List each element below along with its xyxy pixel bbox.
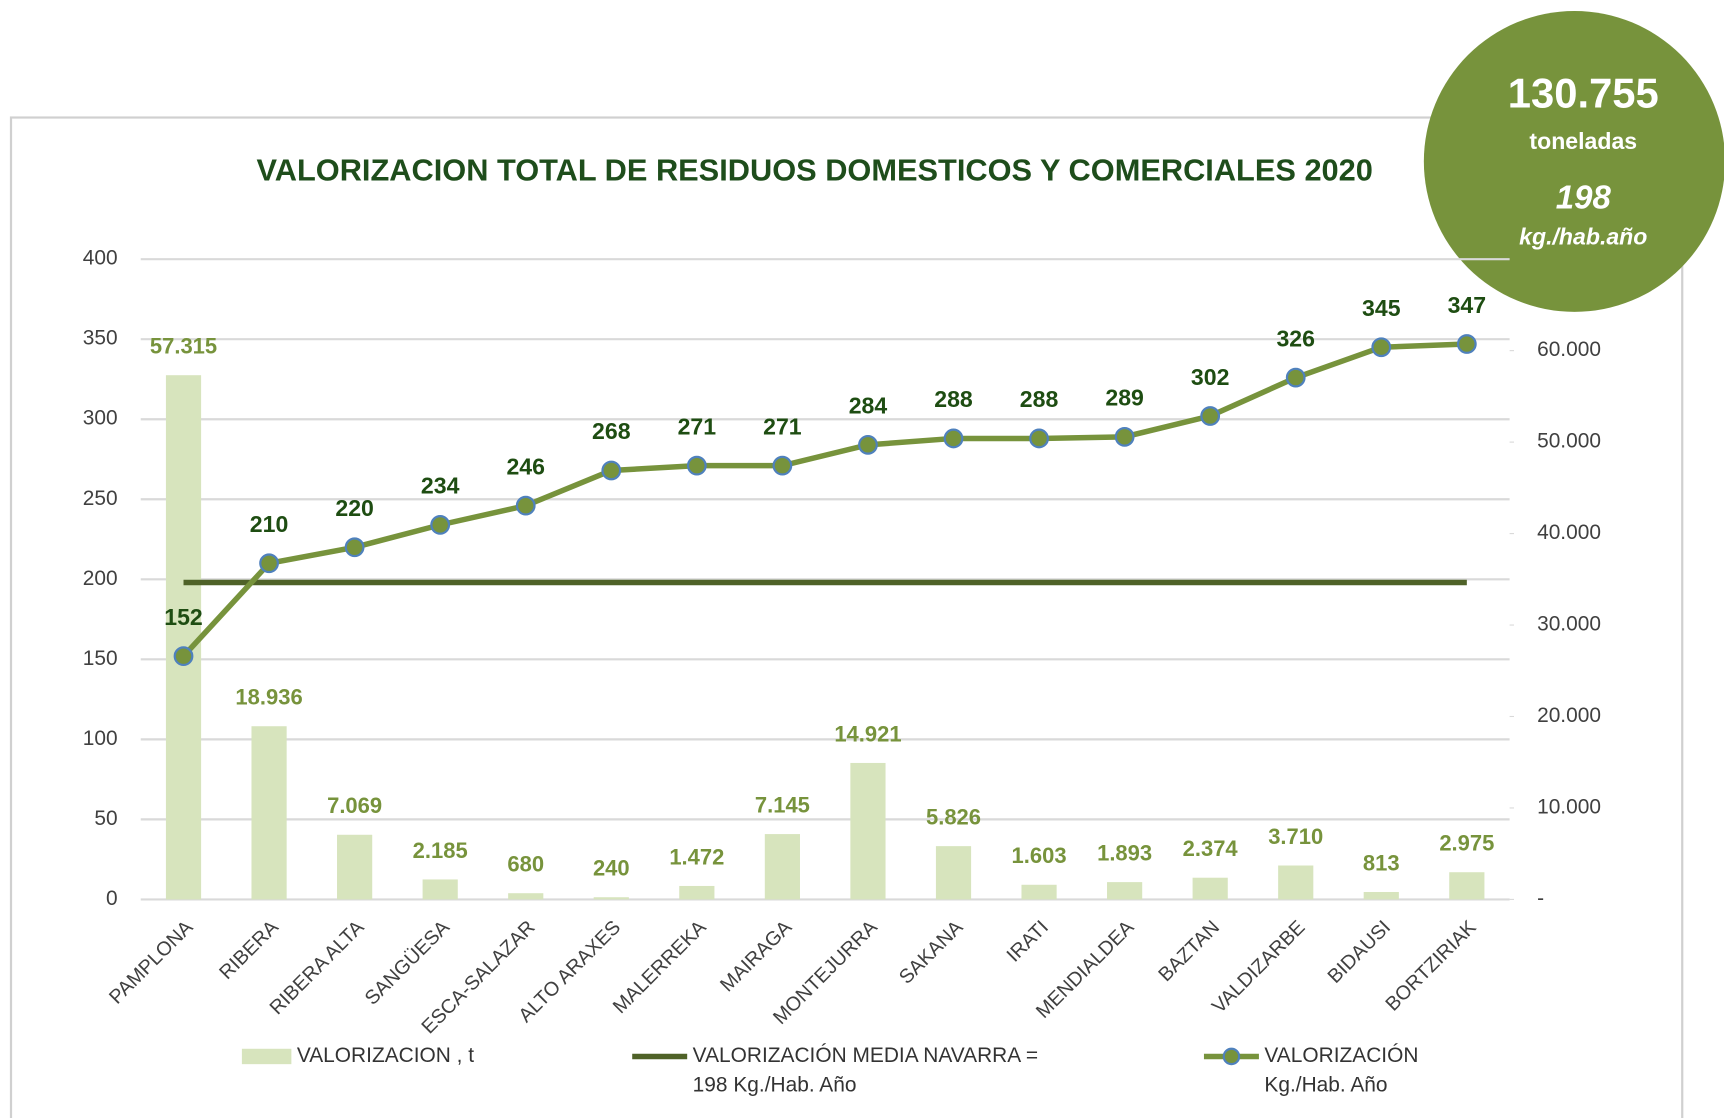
marker xyxy=(1114,426,1135,447)
bar-value-label: 7.145 xyxy=(755,792,810,817)
marker xyxy=(1285,367,1306,388)
point-value-label: 347 xyxy=(1448,292,1487,318)
marker xyxy=(259,553,279,574)
point-value-label: 152 xyxy=(164,604,203,630)
bar-value-label: 5.826 xyxy=(926,804,981,829)
bar xyxy=(1363,891,1399,900)
bar-value-label: 57.315 xyxy=(150,334,217,359)
y-tick-label: 350 xyxy=(83,327,118,350)
marker xyxy=(515,495,536,516)
marker xyxy=(1029,428,1049,449)
badge-per-capita-unit: kg./hab.año xyxy=(1519,223,1647,249)
marker xyxy=(686,455,707,476)
y-tick-label: 0 xyxy=(106,887,118,910)
chart-frame xyxy=(9,116,1684,1118)
bar-value-label: 680 xyxy=(507,852,544,877)
y2-tick-label: 50.000 xyxy=(1537,430,1601,453)
badge xyxy=(1423,11,1724,312)
marker xyxy=(601,460,622,481)
bar-value-label: 14.921 xyxy=(834,721,901,746)
point-value-label: 246 xyxy=(506,453,545,479)
point-value-label: 268 xyxy=(592,418,631,444)
bar xyxy=(1021,884,1057,900)
bar-value-label: 1.472 xyxy=(669,844,724,869)
legend-label: VALORIZACIÓN MEDIA NAVARRA = 198 Kg./Hab… xyxy=(692,1044,1039,1098)
badge-per-capita: 198 xyxy=(1556,179,1612,216)
bar xyxy=(850,762,886,900)
line xyxy=(181,341,1467,658)
y2-tick-label: 40.000 xyxy=(1537,521,1601,544)
marker xyxy=(1456,334,1477,354)
bar-value-label: 1.603 xyxy=(1012,843,1067,868)
bar xyxy=(679,885,715,900)
point-value-label: 271 xyxy=(678,413,717,439)
bar xyxy=(165,375,202,900)
bar xyxy=(251,726,287,900)
bar xyxy=(935,846,972,900)
bar-value-label: 18.936 xyxy=(235,685,302,710)
point-value-label: 289 xyxy=(1105,385,1144,411)
point-value-label: 271 xyxy=(763,413,802,439)
bar-value-label: 2.374 xyxy=(1183,836,1239,861)
marker xyxy=(858,434,878,455)
bar xyxy=(422,879,458,900)
bar xyxy=(337,834,373,900)
point-value-label: 234 xyxy=(421,473,460,499)
bar-value-label: 1.893 xyxy=(1097,840,1152,865)
bar xyxy=(764,834,800,900)
bar xyxy=(1278,865,1314,900)
legend-label: VALORIZACION , t xyxy=(296,1044,475,1068)
marker xyxy=(943,428,964,449)
point-value-label: 326 xyxy=(1276,325,1315,351)
bar xyxy=(508,893,544,900)
bar-value-label: 2.975 xyxy=(1439,831,1494,856)
point-value-label: 345 xyxy=(1362,295,1401,321)
point-value-label: 220 xyxy=(335,495,374,521)
y-tick-label: 300 xyxy=(83,407,118,430)
legend-label: VALORIZACIÓN Kg./Hab. Año xyxy=(1264,1044,1419,1098)
badge-total: 130.755 xyxy=(1508,70,1659,117)
legend-marker xyxy=(1222,1047,1241,1066)
marker xyxy=(173,646,194,667)
y-tick-label: 150 xyxy=(83,647,118,670)
bar-value-label: 813 xyxy=(1363,850,1400,875)
marker xyxy=(1200,406,1221,426)
bar xyxy=(1449,872,1485,900)
bar xyxy=(593,897,629,900)
point-value-label: 284 xyxy=(849,393,888,419)
badge-unit: toneladas xyxy=(1529,128,1637,154)
y2-tick-label: 10.000 xyxy=(1537,795,1601,818)
y-tick-label: 100 xyxy=(83,727,118,750)
marker xyxy=(344,537,365,558)
bar-value-label: 240 xyxy=(593,856,630,881)
bar-value-label: 7.069 xyxy=(327,793,382,818)
y2-tick-label: 20.000 xyxy=(1537,704,1601,727)
y2-tick-label: - xyxy=(1537,887,1544,910)
bar xyxy=(1192,877,1228,900)
point-value-label: 288 xyxy=(934,386,973,412)
point-value-label: 302 xyxy=(1191,364,1230,390)
y-tick-label: 50 xyxy=(94,807,117,830)
point-value-label: 210 xyxy=(250,511,289,537)
bar-value-label: 2.185 xyxy=(413,838,468,863)
y2-tick-label: 30.000 xyxy=(1537,613,1601,636)
point-value-label: 288 xyxy=(1020,386,1059,412)
y2-tick-label: 60.000 xyxy=(1537,338,1601,361)
marker xyxy=(430,514,451,535)
marker xyxy=(1371,337,1392,358)
chart-title: VALORIZACION TOTAL DE RESIDUOS DOMESTICO… xyxy=(257,153,1373,188)
y-tick-label: 200 xyxy=(83,567,118,590)
marker xyxy=(772,455,793,476)
bar xyxy=(1107,882,1143,900)
y-tick-label: 400 xyxy=(83,247,118,270)
legend-swatch xyxy=(241,1048,292,1065)
y-tick-label: 250 xyxy=(83,487,118,510)
bar-value-label: 3.710 xyxy=(1268,824,1323,849)
